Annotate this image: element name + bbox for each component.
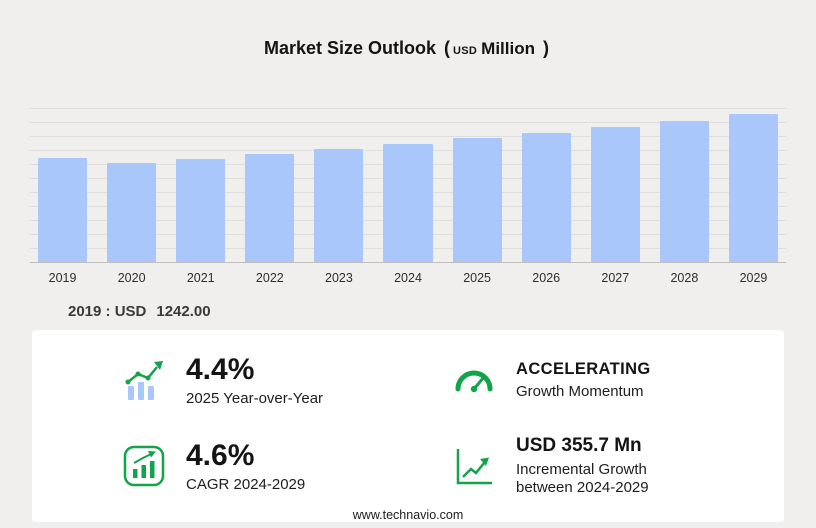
stat-cagr: 4.6% CAGR 2024-2029 [120, 435, 420, 499]
cagr-label: CAGR 2024-2029 [186, 475, 306, 493]
x-tick-2019: 2019 [48, 271, 77, 285]
stat-incremental: USD 355.7 Mn Incremental Growth between … [450, 435, 744, 499]
x-tick-2029: 2029 [739, 271, 768, 285]
bar-2027 [590, 127, 640, 262]
x-axis: 2019 2020 2021 2022 2023 2024 2025 2026 2027 2028… [30, 271, 786, 285]
bar-2029 [728, 113, 779, 262]
stat-yoy: 4.4% 2025 Year-over-Year [120, 354, 420, 407]
incremental-label: Incremental Growth between 2024-2029 [516, 460, 649, 497]
stats-panel: 4.4% 2025 Year-over-Year ACCELERATING Gr… [32, 330, 784, 522]
bar-2019 [38, 158, 88, 262]
yoy-label: 2025 Year-over-Year [186, 389, 324, 407]
stat-momentum-text: ACCELERATING Growth Momentum [516, 360, 651, 400]
footer-url: www.technavio.com [352, 508, 464, 522]
bar-2028 [659, 120, 709, 262]
x-tick-2022: 2022 [255, 271, 284, 285]
x-tick-2021: 2021 [186, 271, 215, 285]
gauge-icon [450, 356, 498, 404]
title-unit-million: Million [481, 39, 535, 58]
bar-2024 [383, 143, 433, 262]
cagr-value: 4.6% [186, 439, 255, 472]
bar-2020 [107, 163, 157, 262]
bar-2023 [314, 149, 364, 262]
bar-2021 [176, 159, 226, 262]
bar-2026 [521, 133, 571, 262]
stat-momentum: ACCELERATING Growth Momentum [450, 354, 744, 407]
yoy-bar-chart-icon [120, 356, 168, 404]
x-tick-2025: 2025 [463, 271, 492, 285]
x-tick-2020: 2020 [117, 271, 146, 285]
x-tick-2027: 2027 [601, 271, 630, 285]
momentum-value: ACCELERATING [516, 360, 651, 379]
market-size-bar-chart: 2019 2020 2021 2022 2023 2024 2025 2026 2027 2028… [30, 95, 786, 285]
title-main: Market Size Outlook [263, 38, 437, 58]
x-tick-2023: 2023 [325, 271, 353, 285]
stat-incremental-text: USD 355.7 Mn Incremental Growth between … [516, 435, 696, 499]
yoy-value: 4.4% [186, 353, 255, 386]
x-tick-2028: 2028 [670, 271, 699, 285]
incremental-value: USD 355.7 Mn [516, 434, 642, 456]
x-tick-2026: 2026 [532, 271, 561, 285]
title-unit-usd: USD [453, 45, 478, 57]
stat-yoy-text: 4.4% 2025 Year-over-Year [186, 354, 323, 407]
cagr-bar-chart-icon [120, 442, 168, 490]
momentum-label: Growth Momentum [516, 383, 644, 401]
x-tick-2024: 2024 [394, 271, 422, 285]
title-paren-close: ) [543, 38, 550, 58]
title-paren-open: ( [444, 38, 451, 58]
incremental-growth-icon [450, 442, 498, 490]
page-title: Market Size Outlook (USD Million ) [0, 0, 816, 59]
annotation-label: 2019 : USD [68, 303, 147, 320]
bar-2025 [452, 138, 502, 262]
base-year-annotation: 2019 : USD 1242.00 [68, 303, 816, 320]
plot-area [30, 95, 786, 263]
bar-2022 [245, 154, 295, 262]
annotation-value: 1242.00 [156, 303, 211, 320]
stat-cagr-text: 4.6% CAGR 2024-2029 [186, 440, 305, 493]
